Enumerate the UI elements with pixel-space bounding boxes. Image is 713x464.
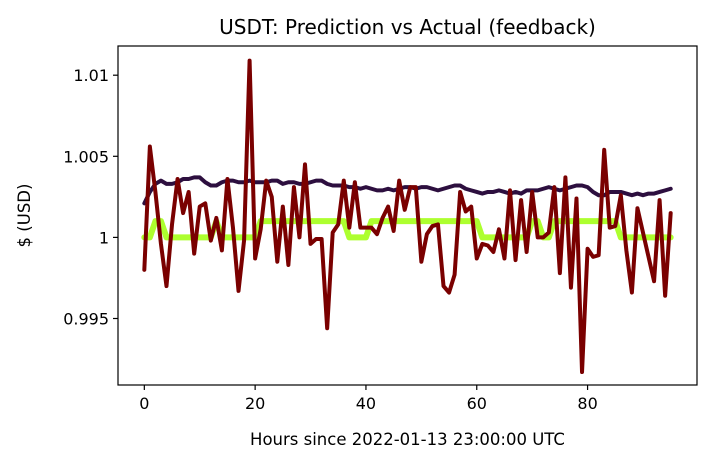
y-tick-label: 0.995 [63,309,109,328]
x-tick-label: 20 [245,394,265,413]
y-tick-label: 1.005 [63,147,109,166]
y-axis: 0.995 1 1.005 1.01 [63,66,118,328]
plot-frame [117,45,698,386]
chart-title: USDT: Prediction vs Actual (feedback) [219,15,596,39]
x-axis: 0 20 40 60 80 [139,385,598,413]
y-tick-label: 1.01 [73,66,109,85]
x-tick-label: 80 [577,394,597,413]
x-axis-label: Hours since 2022-01-13 23:00:00 UTC [250,430,565,449]
series-layer [141,58,674,375]
series-line-3 [142,58,673,375]
y-axis-label: $ (USD) [15,184,34,248]
x-tick-label: 60 [467,394,487,413]
series-line-2 [142,175,673,206]
x-tick-label: 40 [356,394,376,413]
y-tick-label: 1 [99,228,109,247]
x-tick-label: 0 [139,394,149,413]
